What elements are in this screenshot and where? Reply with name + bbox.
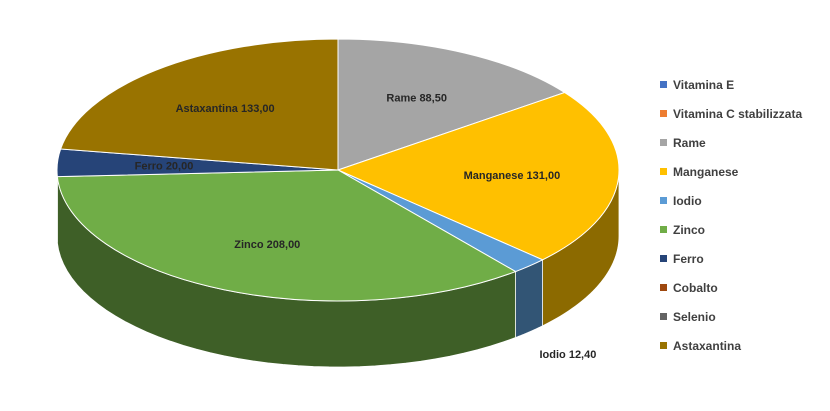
pie-slice-manganese	[336, 91, 620, 261]
data-label-manganese: Manganese 131,00	[464, 170, 561, 182]
legend-item-iodio: Iodio	[660, 186, 830, 215]
legend-label: Astaxantina	[673, 338, 742, 353]
pie-data-labels: Rame 88,50 Manganese 131,00 Iodio 12,40 Zin…	[135, 93, 597, 361]
pie-slices	[56, 38, 620, 302]
legend-label: Vitamina C stabilizzata	[673, 106, 803, 121]
legend-label: Zinco	[673, 222, 705, 237]
data-label-astaxantina: Astaxantina 133,00	[176, 103, 275, 115]
legend-swatch	[660, 168, 667, 175]
legend-label: Vitamina E	[673, 77, 735, 92]
legend-swatch	[660, 284, 667, 291]
legend-swatch	[660, 110, 667, 117]
legend-item-vitamina-c-stabilizzata: Vitamina C stabilizzata	[660, 99, 830, 128]
legend-item-rame: Rame	[660, 128, 830, 157]
data-label-zinco: Zinco 208,00	[234, 239, 300, 251]
legend-item-manganese: Manganese	[660, 157, 830, 186]
pie-side-iodio	[515, 259, 543, 339]
pie-slice-zinco	[56, 169, 517, 302]
legend-label: Iodio	[673, 193, 702, 208]
data-label-iodio: Iodio 12,40	[540, 349, 597, 361]
legend-item-cobalto: Cobalto	[660, 273, 830, 302]
legend-label: Selenio	[673, 309, 716, 324]
legend-item-selenio: Selenio	[660, 302, 830, 331]
legend-swatch	[660, 197, 667, 204]
pie-slice-astaxantina	[59, 38, 339, 171]
legend-item-astaxantina: Astaxantina	[660, 331, 830, 360]
pie-chart: Rame 88,50 Manganese 131,00 Iodio 12,40 Zin…	[56, 38, 620, 368]
pie-slice-rame	[337, 38, 566, 171]
legend-item-ferro: Ferro	[660, 244, 830, 273]
legend-swatch	[660, 226, 667, 233]
chart-legend: Vitamina E Vitamina C stabilizzata Rame Man…	[660, 70, 830, 360]
legend-swatch	[660, 255, 667, 262]
legend-label: Ferro	[673, 251, 704, 266]
data-label-ferro: Ferro 20,00	[135, 161, 194, 173]
legend-label: Rame	[673, 135, 706, 150]
legend-swatch	[660, 81, 667, 88]
legend-label: Cobalto	[673, 280, 718, 295]
data-label-rame: Rame 88,50	[386, 93, 447, 105]
legend-swatch	[660, 313, 667, 320]
legend-swatch	[660, 342, 667, 349]
legend-label: Manganese	[673, 164, 739, 179]
legend-swatch	[660, 139, 667, 146]
legend-item-vitamina-e: Vitamina E	[660, 70, 830, 99]
legend-item-zinco: Zinco	[660, 215, 830, 244]
